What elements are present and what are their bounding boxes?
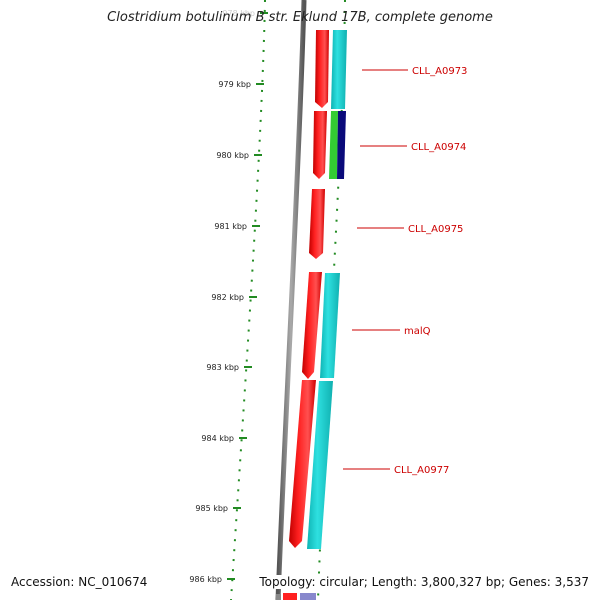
cog-block-CLL_A0974-green [329, 111, 338, 179]
cds-arrow-CLL_A0975[interactable] [309, 189, 325, 259]
feature-labels: CLL_A0973 CLL_A0974 CLL_A0975 malQ CLL_A0977 [343, 66, 467, 476]
genome-backbone [275, 0, 307, 601]
feature-label-malQ[interactable]: malQ [404, 326, 431, 337]
feature-label-CLL_A0977[interactable]: CLL_A0977 [394, 465, 449, 476]
ruler-tick-label: 986 kbp [189, 575, 222, 584]
feature-label-CLL_A0975[interactable]: CLL_A0975 [408, 224, 463, 235]
cds-track [289, 30, 329, 548]
accession-text: Accession: NC_010674 [9, 575, 150, 589]
cog-block-CLL_A0977 [307, 381, 333, 549]
next-feature-stubs [276, 593, 316, 600]
ruler-tick-label: 978 kbp [222, 9, 255, 18]
cds-arrow-malQ[interactable] [302, 272, 322, 379]
feature-label-CLL_A0974[interactable]: CLL_A0974 [411, 142, 466, 153]
ruler-tick-label: 981 kbp [214, 222, 247, 231]
ruler-tick-label: 984 kbp [201, 434, 234, 443]
cog-track [307, 30, 347, 549]
genome-summary-text: Topology: circular; Length: 3,800,327 bp… [257, 575, 591, 589]
cds-arrow-CLL_A0977[interactable] [289, 380, 316, 548]
outer-dot-ring [230, 0, 266, 601]
cog-block-CLL_A0973 [331, 30, 347, 109]
cog-block-malQ [320, 273, 340, 378]
cds-arrow-CLL_A0974[interactable] [313, 111, 327, 179]
cds-arrow-CLL_A0973[interactable] [315, 30, 329, 108]
ruler-tick-label: 983 kbp [206, 363, 239, 372]
ruler-tick-label: 985 kbp [195, 504, 228, 513]
cog-block-CLL_A0974-navy [337, 111, 346, 179]
feature-label-CLL_A0973[interactable]: CLL_A0973 [412, 66, 467, 77]
ruler-tick-label: 980 kbp [216, 151, 249, 160]
position-ruler: 978 kbp 979 kbp 980 kbp 981 kbp 982 kbp 983 k… [189, 9, 268, 584]
ruler-tick-label: 982 kbp [211, 293, 244, 302]
ruler-tick-label: 979 kbp [218, 80, 251, 89]
map-title: Clostridium botulinum B str. Eklund 17B,… [107, 10, 493, 25]
